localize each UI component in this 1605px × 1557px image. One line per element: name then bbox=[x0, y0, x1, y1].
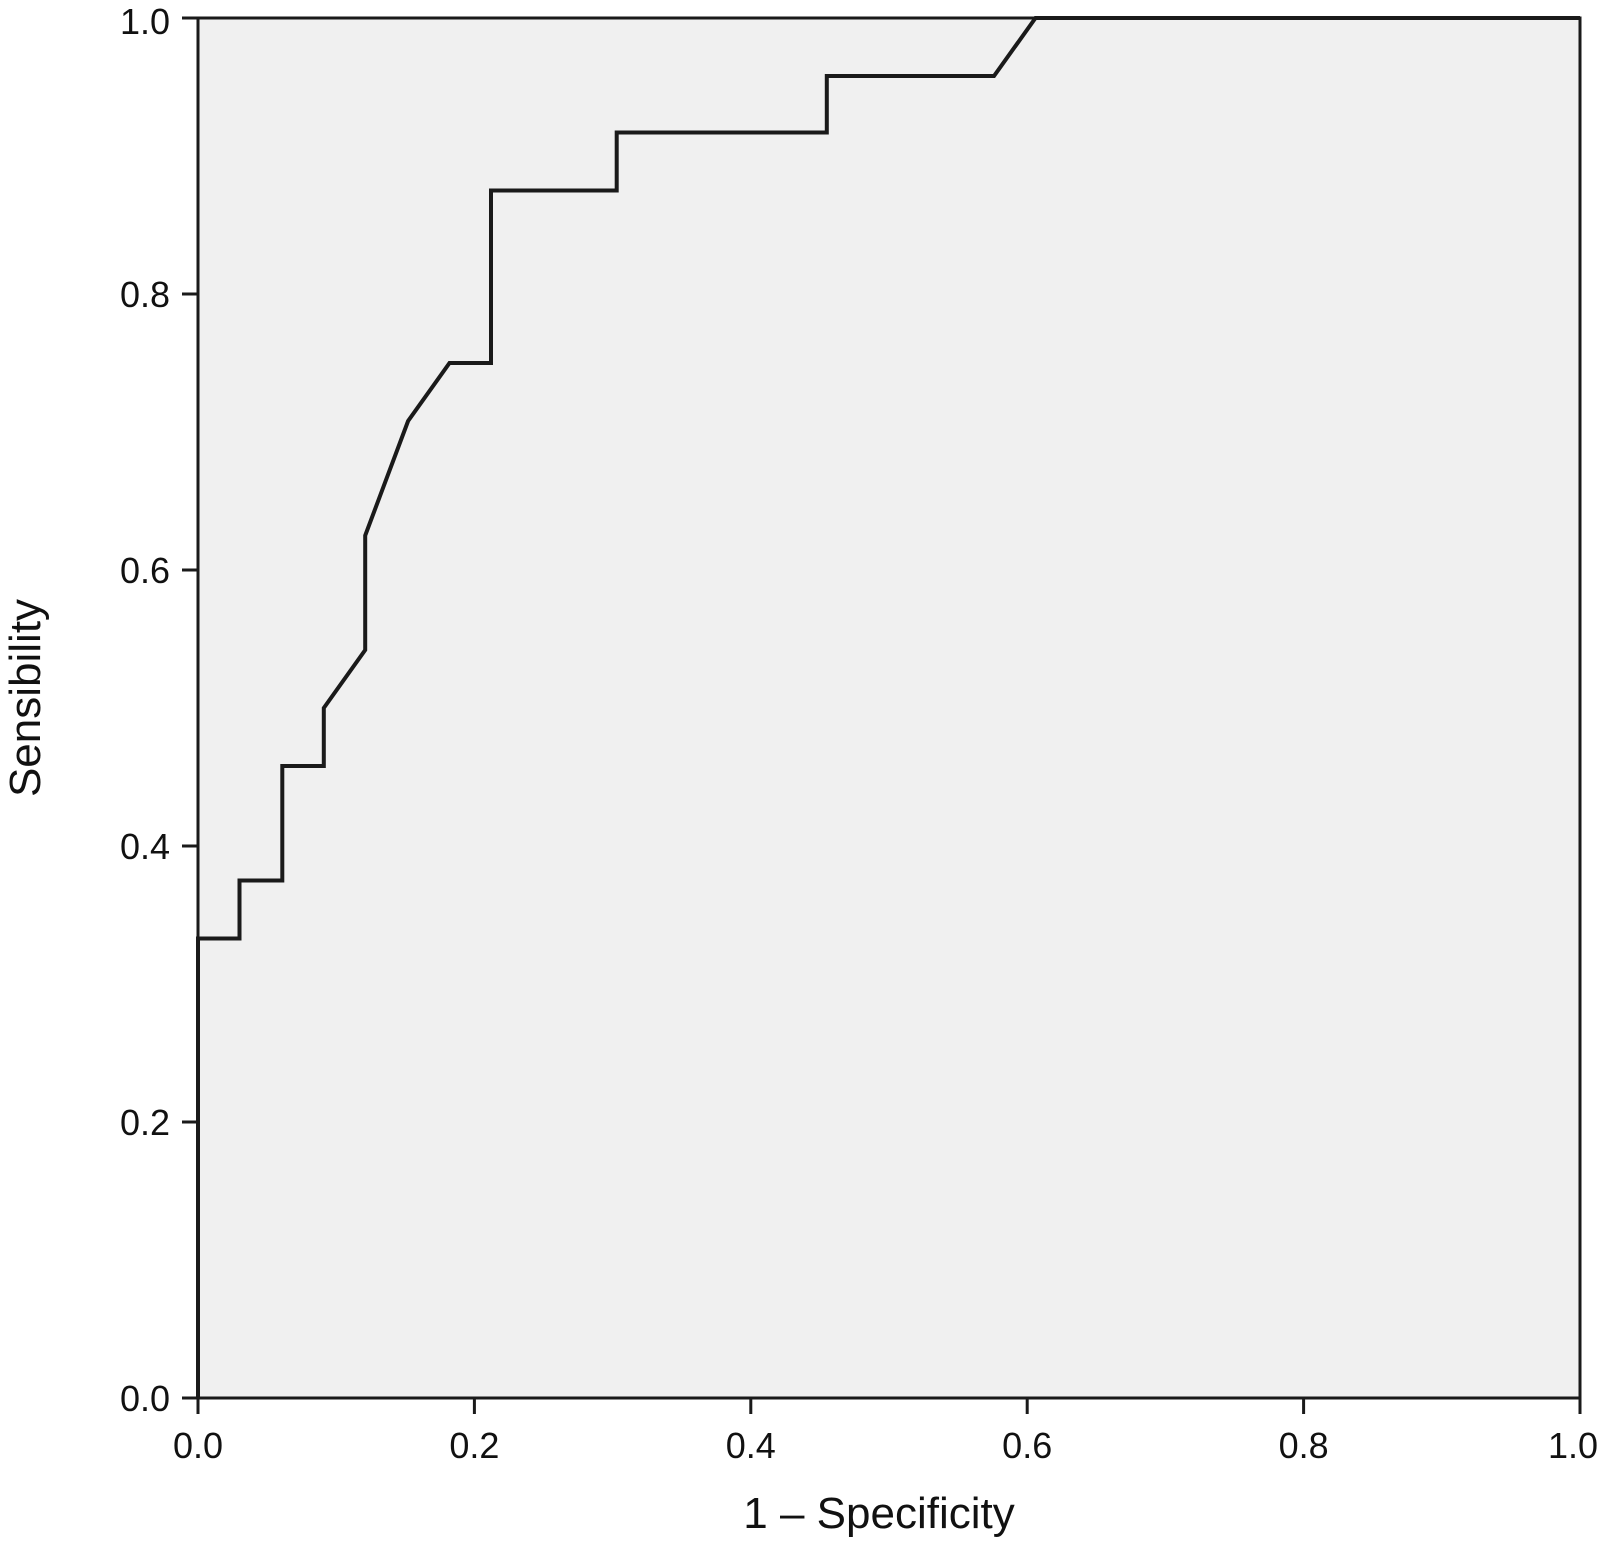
x-tick-label: 0.8 bbox=[1279, 1425, 1329, 1466]
plot-frame bbox=[196, 16, 1582, 1400]
plot-background bbox=[198, 18, 1580, 1398]
x-tick-label: 0.4 bbox=[726, 1425, 776, 1466]
y-tick-label: 0.0 bbox=[120, 1378, 170, 1419]
y-tick-label: 0.8 bbox=[120, 274, 170, 315]
x-axis-ticks: 0.0 0.2 0.4 0.6 0.8 1.0 bbox=[173, 1398, 1598, 1466]
x-axis-title: 1 – Specificity bbox=[743, 1489, 1014, 1538]
roc-curve-line bbox=[196, 16, 1580, 1398]
x-tick-label: 0.0 bbox=[173, 1425, 223, 1466]
x-tick-label: 0.6 bbox=[1002, 1425, 1052, 1466]
y-axis-ticks: 0.0 0.2 0.4 0.6 0.8 1.0 bbox=[120, 1, 198, 1419]
y-axis-title: Sensibility bbox=[1, 599, 50, 797]
x-tick-label: 1.0 bbox=[1548, 1425, 1598, 1466]
y-tick-label: 0.6 bbox=[120, 550, 170, 591]
y-tick-label: 0.4 bbox=[120, 826, 170, 867]
y-tick-label: 0.2 bbox=[120, 1102, 170, 1143]
x-tick-label: 0.2 bbox=[449, 1425, 499, 1466]
y-tick-label: 1.0 bbox=[120, 1, 170, 42]
